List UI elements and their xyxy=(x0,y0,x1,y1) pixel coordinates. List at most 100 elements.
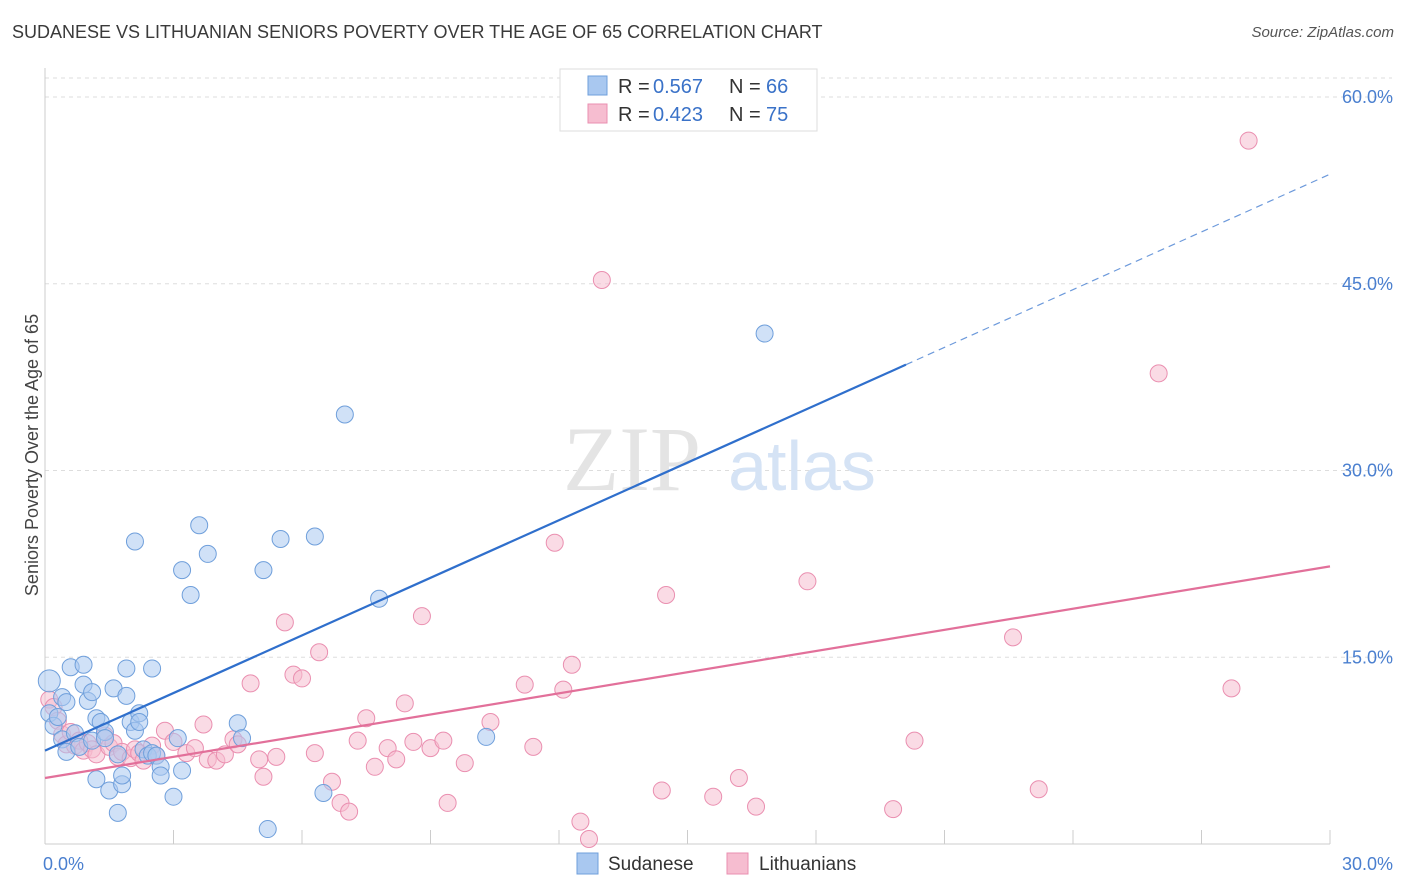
sudanese-point-43 xyxy=(173,561,192,580)
lithuanians-point-34 xyxy=(250,750,269,769)
legend-n-label-2: N = xyxy=(729,104,761,126)
lithuanians-point-57 xyxy=(481,712,500,731)
lithuanians-point-52 xyxy=(412,607,431,626)
watermark-atlas: atlas xyxy=(728,427,876,505)
watermark-zip: ZIP xyxy=(563,408,701,510)
tick-labels: 15.0% 30.0% 45.0% 60.0% 0.0% 30.0% xyxy=(43,87,1393,874)
lithuanians-point-64 xyxy=(579,830,598,849)
legend-n-value-2: 75 xyxy=(766,104,788,126)
sudanese-trendline-extension xyxy=(905,173,1331,366)
sudanese-point-54 xyxy=(314,783,333,802)
sudanese-point-20 xyxy=(95,729,114,748)
sudanese-point-12 xyxy=(74,655,93,674)
sudanese-point-51 xyxy=(258,820,277,839)
legend-r-label-1: R = xyxy=(618,76,650,98)
lithuanians-point-47 xyxy=(365,757,384,776)
y-tick-label-3: 60.0% xyxy=(1342,87,1393,107)
lithuanians-point-44 xyxy=(340,802,359,821)
lithuanians-trendline xyxy=(44,565,1331,780)
y-axis-title: Seniors Poverty Over the Age of 65 xyxy=(22,314,42,596)
lithuanians-point-67 xyxy=(657,586,676,604)
lithuanians-point-72 xyxy=(884,800,903,819)
legend-r-label-2: R = xyxy=(618,104,650,126)
sudanese-trendline xyxy=(44,363,907,752)
lithuanians-point-69 xyxy=(729,769,748,788)
x-tick-label-1: 30.0% xyxy=(1342,854,1393,874)
lithuanians-point-39 xyxy=(293,669,311,688)
y-tick-label-0: 15.0% xyxy=(1342,647,1393,667)
bottom-legend-swatch-sudanese xyxy=(576,852,599,875)
lithuanians-point-49 xyxy=(387,750,406,769)
lithuanians-point-60 xyxy=(545,533,564,552)
sudanese-point-58 xyxy=(755,324,774,343)
sudanese-point-0 xyxy=(37,669,61,693)
sudanese-point-44 xyxy=(173,761,192,780)
sudanese-point-27 xyxy=(117,659,136,678)
y-tick-label-2: 45.0% xyxy=(1342,274,1393,294)
lithuanians-point-76 xyxy=(1149,364,1168,383)
sudanese-point-3 xyxy=(48,708,67,727)
sudanese-point-47 xyxy=(198,544,217,563)
sudanese-point-23 xyxy=(108,745,127,764)
lithuanians-point-75 xyxy=(1029,780,1048,799)
chart-title: SUDANESE VS LITHUANIAN SENIORS POVERTY O… xyxy=(12,22,823,42)
sudanese-point-41 xyxy=(164,787,183,806)
lithuanians-point-63 xyxy=(571,812,590,831)
lithuanians-point-51 xyxy=(404,732,423,751)
sudanese-point-17 xyxy=(87,770,106,789)
sudanese-point-53 xyxy=(305,527,324,546)
lithuanians-point-45 xyxy=(348,731,367,750)
lithuanians-point-61 xyxy=(554,680,573,699)
sudanese-point-42 xyxy=(168,729,187,748)
legend: R = 0.567 N = 66 R = 0.423 N = 75 xyxy=(559,68,818,132)
sudanese-point-57 xyxy=(477,727,496,746)
bottom-legend: Sudanese Lithuanians xyxy=(576,852,856,875)
lithuanians-point-54 xyxy=(434,731,453,750)
sudanese-point-50 xyxy=(254,561,273,580)
x-tick-label-0: 0.0% xyxy=(43,854,84,874)
watermark: ZIP atlas xyxy=(563,408,876,510)
y-tick-label-1: 30.0% xyxy=(1342,461,1393,481)
legend-swatch-sudanese xyxy=(587,75,608,96)
sudanese-points xyxy=(37,324,774,839)
lithuanians-point-78 xyxy=(1239,131,1258,150)
legend-swatch-lithuanians xyxy=(587,103,608,124)
sudanese-point-33 xyxy=(130,712,149,731)
bottom-legend-label-sudanese: Sudanese xyxy=(608,854,694,875)
lithuanians-point-70 xyxy=(747,797,766,816)
sudanese-point-55 xyxy=(335,405,354,424)
lithuanians-point-35 xyxy=(254,767,273,786)
lithuanians-point-33 xyxy=(241,674,260,693)
lithuanians-point-58 xyxy=(515,675,534,694)
legend-r-value-1: 0.567 xyxy=(653,76,703,98)
lithuanians-point-37 xyxy=(275,613,294,632)
source-label: Source: ZipAtlas.com xyxy=(1251,24,1394,41)
gridlines xyxy=(45,77,1392,658)
lithuanians-point-55 xyxy=(438,793,457,812)
sudanese-point-14 xyxy=(83,683,102,702)
sudanese-point-45 xyxy=(181,586,200,604)
lithuanians-point-27 xyxy=(194,715,213,734)
lithuanians-point-68 xyxy=(704,787,723,806)
sudanese-point-37 xyxy=(143,659,162,678)
lithuanians-point-66 xyxy=(652,781,671,800)
sudanese-point-26 xyxy=(113,766,132,785)
lithuanians-point-50 xyxy=(395,694,414,713)
sudanese-point-6 xyxy=(57,693,76,712)
legend-r-value-2: 0.423 xyxy=(653,104,703,126)
lithuanians-point-59 xyxy=(524,737,543,756)
sudanese-point-48 xyxy=(228,714,247,733)
sudanese-point-24 xyxy=(108,803,127,822)
lithuanians-point-73 xyxy=(905,731,924,750)
bottom-legend-swatch-lithuanians xyxy=(726,852,749,875)
sudanese-point-40 xyxy=(151,766,170,785)
lithuanians-point-46 xyxy=(357,709,376,728)
lithuanians-point-71 xyxy=(798,572,817,591)
sudanese-point-52 xyxy=(271,529,290,548)
lithuanians-point-65 xyxy=(592,271,611,290)
lithuanians-point-77 xyxy=(1222,679,1241,698)
sudanese-point-28 xyxy=(117,686,136,705)
sudanese-point-31 xyxy=(125,532,144,551)
lithuanians-point-74 xyxy=(1004,628,1023,647)
